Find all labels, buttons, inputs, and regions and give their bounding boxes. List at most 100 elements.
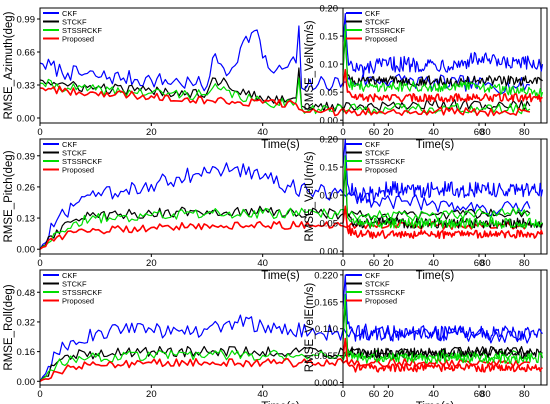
series-line-ckf [342, 274, 543, 343]
subplot-2: 0 20 40 60 80 0.00 0.05 0.10 0.15 0.20 Time(s) RMSE… [304, 4, 548, 151]
y-axis-label: RMSE_VelN(m/s) [304, 20, 316, 110]
series-line-stckf [342, 303, 543, 359]
y-tick-label: 0.055 [314, 351, 338, 362]
x-tick-label: 20 [146, 258, 157, 269]
x-axis-label: Time(s) [261, 401, 300, 404]
legend-label: STSSRCKF [365, 26, 405, 35]
legend-label: STCKF [365, 148, 390, 157]
y-tick-label: 0.15 [320, 163, 339, 174]
x-tick-label: 0 [37, 127, 42, 138]
legend-label: STCKF [62, 148, 87, 157]
y-tick-label: 0.00 [17, 114, 36, 125]
x-tick-label: 80 [519, 258, 530, 269]
y-tick-label: 0.00 [17, 245, 36, 256]
y-tick-label: 0.165 [314, 297, 338, 308]
legend-label: STSSRCKF [365, 157, 405, 166]
x-tick-label: 60 [474, 389, 485, 400]
x-tick-label: 20 [383, 258, 394, 269]
y-tick-label: 0.05 [320, 88, 339, 99]
legend-label: CKF [62, 9, 77, 18]
y-axis-label: RMSE_VelU(m/s) [304, 151, 316, 241]
legend-label: CKF [62, 140, 77, 149]
y-tick-label: 0.10 [320, 60, 339, 71]
series-line-ckf [39, 162, 531, 250]
legend-label: Proposed [365, 296, 397, 305]
series-line-stckf [39, 205, 531, 250]
x-tick-label: 40 [257, 258, 268, 269]
x-axis-label: Time(s) [416, 401, 455, 404]
x-tick-label: 80 [480, 258, 491, 269]
x-axis-label: Time(s) [416, 139, 455, 151]
x-axis-label: Time(s) [261, 139, 300, 151]
y-axis-label: RMSE_Azimuth(deg) [3, 11, 15, 119]
x-tick-label: 60 [474, 258, 485, 269]
x-tick-label: 20 [383, 389, 394, 400]
x-tick-label: 80 [519, 127, 530, 138]
plot-frame [342, 269, 548, 386]
y-tick-label: 0.110 [315, 324, 338, 335]
y-tick-label: 0.20 [320, 135, 339, 146]
subplot-3: 0 20 40 60 800.000.130.260.39Time(s)RMSE_Pit… [3, 138, 542, 282]
y-tick-label: 0.16 [17, 347, 36, 358]
x-tick-label: 20 [146, 389, 157, 400]
y-tick-label: 0.00 [17, 377, 36, 388]
series-line-stssrckf [342, 293, 544, 364]
legend-label: Proposed [365, 34, 397, 43]
legend-label: CKF [62, 271, 77, 280]
x-tick-label: 20 [383, 127, 394, 138]
y-tick-label: 0.66 [17, 48, 36, 59]
x-tick-label: 60 [369, 127, 380, 138]
legend-label: STSSRCKF [62, 26, 102, 35]
x-tick-label: 60 [369, 389, 380, 400]
y-tick-label: 0.39 [17, 151, 36, 162]
y-tick-label: 0.99 [17, 15, 36, 26]
series-line-ckf [39, 314, 531, 382]
plot-frame [39, 269, 542, 386]
series-line-ckf [342, 13, 544, 77]
legend-label: STCKF [62, 279, 87, 288]
x-tick-label: 0 [37, 258, 42, 269]
series-line-stssrckf [342, 24, 544, 98]
plot-frame [342, 138, 548, 255]
y-axis-label: RMSE_Pitch(deg) [3, 150, 15, 242]
plot-frame [342, 7, 548, 124]
legend-label: CKF [365, 9, 380, 18]
y-tick-label: 0.33 [17, 81, 36, 92]
y-tick-label: 0.32 [17, 317, 36, 328]
legend-label: Proposed [62, 165, 94, 174]
series-line-proposed [342, 337, 543, 373]
x-tick-label: 40 [428, 127, 439, 138]
y-axis-label: RMSE_Roll(deg) [3, 284, 15, 370]
y-axis-label: RMSE_VelE(m/s) [304, 283, 316, 373]
series-line-ckf [342, 138, 544, 204]
series-line-stssrckf [342, 155, 543, 229]
y-tick-label: 0.20 [320, 4, 339, 15]
y-tick-label: 0.00 [320, 116, 339, 127]
y-tick-label: 0.10 [320, 191, 339, 202]
y-tick-label: 0.13 [17, 214, 36, 225]
x-tick-label: 80 [519, 389, 530, 400]
series-line-stckf [39, 67, 531, 112]
legend-label: STSSRCKF [365, 288, 405, 297]
x-tick-label: 0 [340, 389, 345, 400]
legend-label: STSSRCKF [62, 288, 102, 297]
y-tick-label: 0.15 [320, 32, 339, 43]
x-tick-label: 40 [428, 389, 439, 400]
x-axis-label: Time(s) [416, 270, 455, 282]
legend-label: Proposed [62, 34, 94, 43]
subplot-1: 0 20 40 60 80 0.00 0.33 0.66 0.99 Time(s) RMSE_Azi… [3, 7, 542, 151]
legend-label: STCKF [365, 279, 390, 288]
series-line-ckf [39, 25, 531, 95]
y-tick-label: 0.26 [17, 182, 36, 193]
y-tick-label: 0.48 [17, 288, 36, 299]
x-tick-label: 0 [37, 389, 42, 400]
series-line-proposed [342, 205, 544, 240]
y-tick-label: 0.00 [320, 247, 339, 258]
x-tick-label: 0 [340, 127, 345, 138]
